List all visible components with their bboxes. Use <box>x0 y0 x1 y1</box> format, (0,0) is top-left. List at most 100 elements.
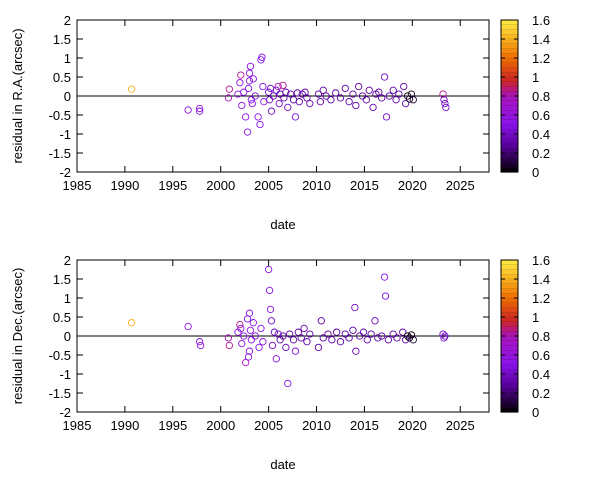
data-point <box>317 317 325 325</box>
data-point <box>295 98 303 106</box>
colorbar-tick-label: 1.6 <box>532 253 550 268</box>
colorbar-tick-label: 0.4 <box>532 127 550 142</box>
data-point <box>389 86 397 94</box>
data-point <box>282 88 290 96</box>
data-point <box>389 330 397 338</box>
data-point <box>369 103 377 112</box>
data-point <box>336 94 345 102</box>
colorbar-band <box>501 138 518 145</box>
colorbar-band <box>501 293 518 299</box>
colorbar-band <box>501 34 518 40</box>
data-point <box>245 69 254 77</box>
y-tick-label: -2 <box>59 165 71 180</box>
y-axis-label: residual in Dec.(arcsec) <box>10 268 25 405</box>
data-point <box>266 305 275 314</box>
x-tick-label: 2000 <box>206 418 235 433</box>
colorbar-band <box>501 331 518 337</box>
colorbar-tick-label: 0 <box>532 165 539 180</box>
data-point <box>294 328 302 336</box>
colorbar-band <box>501 67 518 73</box>
data-point <box>255 343 263 352</box>
colorbar-band <box>501 307 518 313</box>
y-axis-label: residual in R.A.(arcsec) <box>10 28 25 163</box>
data-point <box>246 62 255 71</box>
colorbar-band <box>501 302 518 309</box>
data-point <box>195 107 204 115</box>
data-point <box>258 53 266 61</box>
data-point <box>381 292 390 300</box>
y-tick-label: -1 <box>59 367 71 382</box>
x-tick-label: 1995 <box>158 178 187 193</box>
colorbar-band <box>501 24 518 31</box>
x-tick-label: 2015 <box>350 178 379 193</box>
colorbar-band <box>501 58 518 64</box>
x-tick-label: 2010 <box>302 418 331 433</box>
data-point <box>316 98 325 106</box>
data-point <box>244 84 253 93</box>
data-point <box>345 334 353 342</box>
data-point <box>286 330 294 338</box>
colorbar-band <box>501 100 518 107</box>
data-point <box>319 334 327 342</box>
colorbar-band <box>501 345 518 351</box>
x-tick-label: 2005 <box>254 178 283 193</box>
colorbar-band <box>501 157 518 164</box>
data-point <box>407 331 416 339</box>
data-point <box>287 90 295 98</box>
colorbar-band <box>501 167 518 173</box>
x-tick-label: 2025 <box>446 418 475 433</box>
scatter-panel-ra: -2 -1.5 -1 -0.5 0 0.5 1 1.5 2 1985 1990 1995 2000 200… <box>10 13 550 232</box>
y-tick-label: 2 <box>64 13 71 28</box>
data-point <box>303 338 311 346</box>
x-tick-label: 1995 <box>158 418 187 433</box>
data-point <box>409 336 417 344</box>
data-point <box>195 104 204 113</box>
colorbar-band <box>501 279 518 285</box>
data-point <box>401 99 410 108</box>
data-point <box>236 79 244 87</box>
y-tick-label: -2 <box>59 405 71 420</box>
data-point <box>327 96 335 104</box>
colorbar-band <box>501 364 518 370</box>
x-tick-label: 1985 <box>63 178 92 193</box>
data-point <box>264 88 273 96</box>
data-point <box>355 82 363 91</box>
y-tick-label: 2 <box>64 253 71 268</box>
y-tick-label: 0 <box>64 89 71 104</box>
x-axis-label: date <box>270 217 295 232</box>
data-point <box>322 92 330 100</box>
data-point <box>384 336 393 344</box>
colorbar-band <box>501 153 518 159</box>
data-point <box>265 96 274 104</box>
data-point <box>400 82 408 91</box>
data-point <box>385 92 394 100</box>
data-point <box>328 336 336 344</box>
data-point <box>306 99 314 108</box>
colorbar-band <box>501 283 518 290</box>
x-tick-label: 2020 <box>398 178 427 193</box>
data-point <box>267 107 276 115</box>
colorbar-tick-label: 0.6 <box>532 348 550 363</box>
colorbar-band <box>501 81 518 88</box>
colorbar-tick-label: 0.6 <box>532 108 550 123</box>
data-point <box>224 94 233 102</box>
data-point <box>378 332 386 340</box>
colorbar-band <box>501 72 518 78</box>
data-point <box>238 101 246 110</box>
colorbar-tick-label: 1.4 <box>532 272 550 287</box>
data-point <box>324 330 332 338</box>
data-point <box>269 92 278 100</box>
colorbar-band <box>501 260 518 266</box>
colorbar-band <box>501 264 518 271</box>
scatter-panel-dec: -2 -1.5 -1 -0.5 0 0.5 1 1.5 2 1985 1990 1995 2000 200… <box>10 253 550 472</box>
data-point <box>341 84 349 93</box>
colorbar-tick-label: 0.2 <box>532 386 550 401</box>
data-point <box>264 265 273 274</box>
colorbar-tick-label: 0.4 <box>532 367 550 382</box>
x-tick-label: 2000 <box>206 178 235 193</box>
y-tick-label: -0.5 <box>49 348 71 363</box>
x-tick-label: 1990 <box>110 418 139 433</box>
data-point <box>352 347 360 355</box>
colorbar-band <box>501 321 518 328</box>
colorbar-band <box>501 39 518 45</box>
